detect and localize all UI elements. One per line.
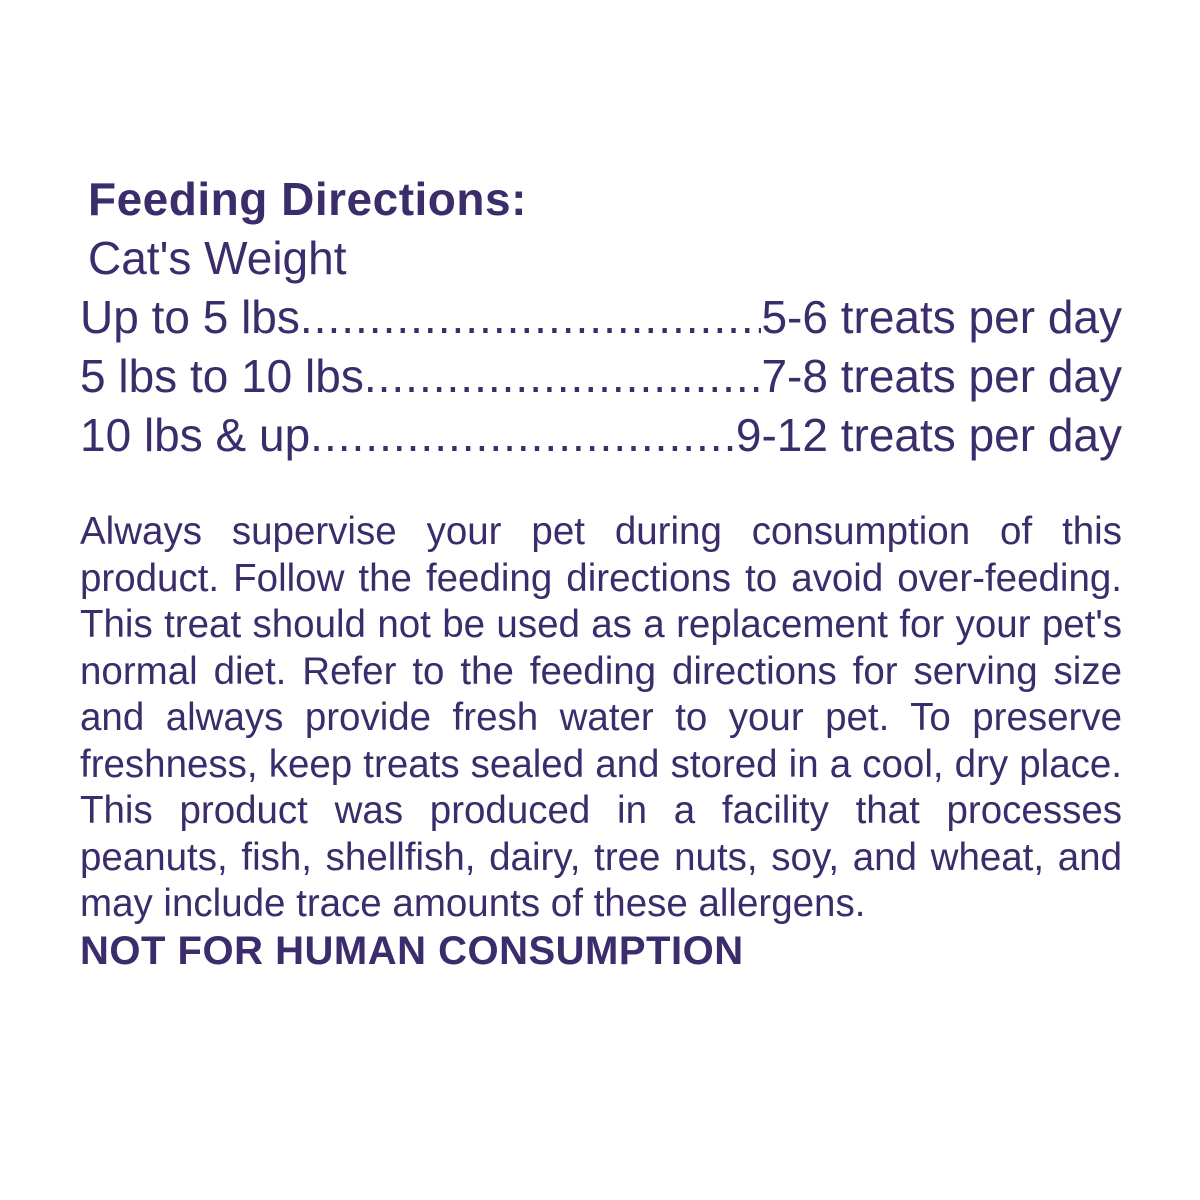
treats-per-day-value: 7-8 treats per day — [761, 350, 1122, 402]
not-for-human-consumption-warning: NOT FOR HUMAN CONSUMPTION — [80, 928, 744, 973]
weight-range-label: Up to 5 lbs — [80, 291, 300, 343]
feeding-directions-title: Feeding Directions: — [88, 173, 527, 225]
treats-per-day-value: 5-6 treats per day — [761, 291, 1122, 343]
feeding-table-row: 5 lbs to 10 lbs ........................… — [80, 347, 1122, 406]
feeding-table-row: Up to 5 lbs ............................… — [80, 288, 1122, 347]
feeding-advisory-paragraph: Always supervise your pet during consump… — [80, 510, 1122, 925]
weight-range-label: 5 lbs to 10 lbs — [80, 350, 364, 402]
dot-leader: ........................................… — [310, 409, 736, 461]
dot-leader: ........................................… — [363, 350, 762, 402]
feeding-table: Up to 5 lbs ............................… — [80, 288, 1122, 465]
cats-weight-header: Cat's Weight — [88, 232, 347, 284]
feeding-table-row: 10 lbs & up ............................… — [80, 406, 1122, 465]
weight-range-label: 10 lbs & up — [80, 409, 311, 461]
treats-per-day-value: 9-12 treats per day — [735, 409, 1122, 461]
dot-leader: ........................................… — [299, 291, 762, 343]
